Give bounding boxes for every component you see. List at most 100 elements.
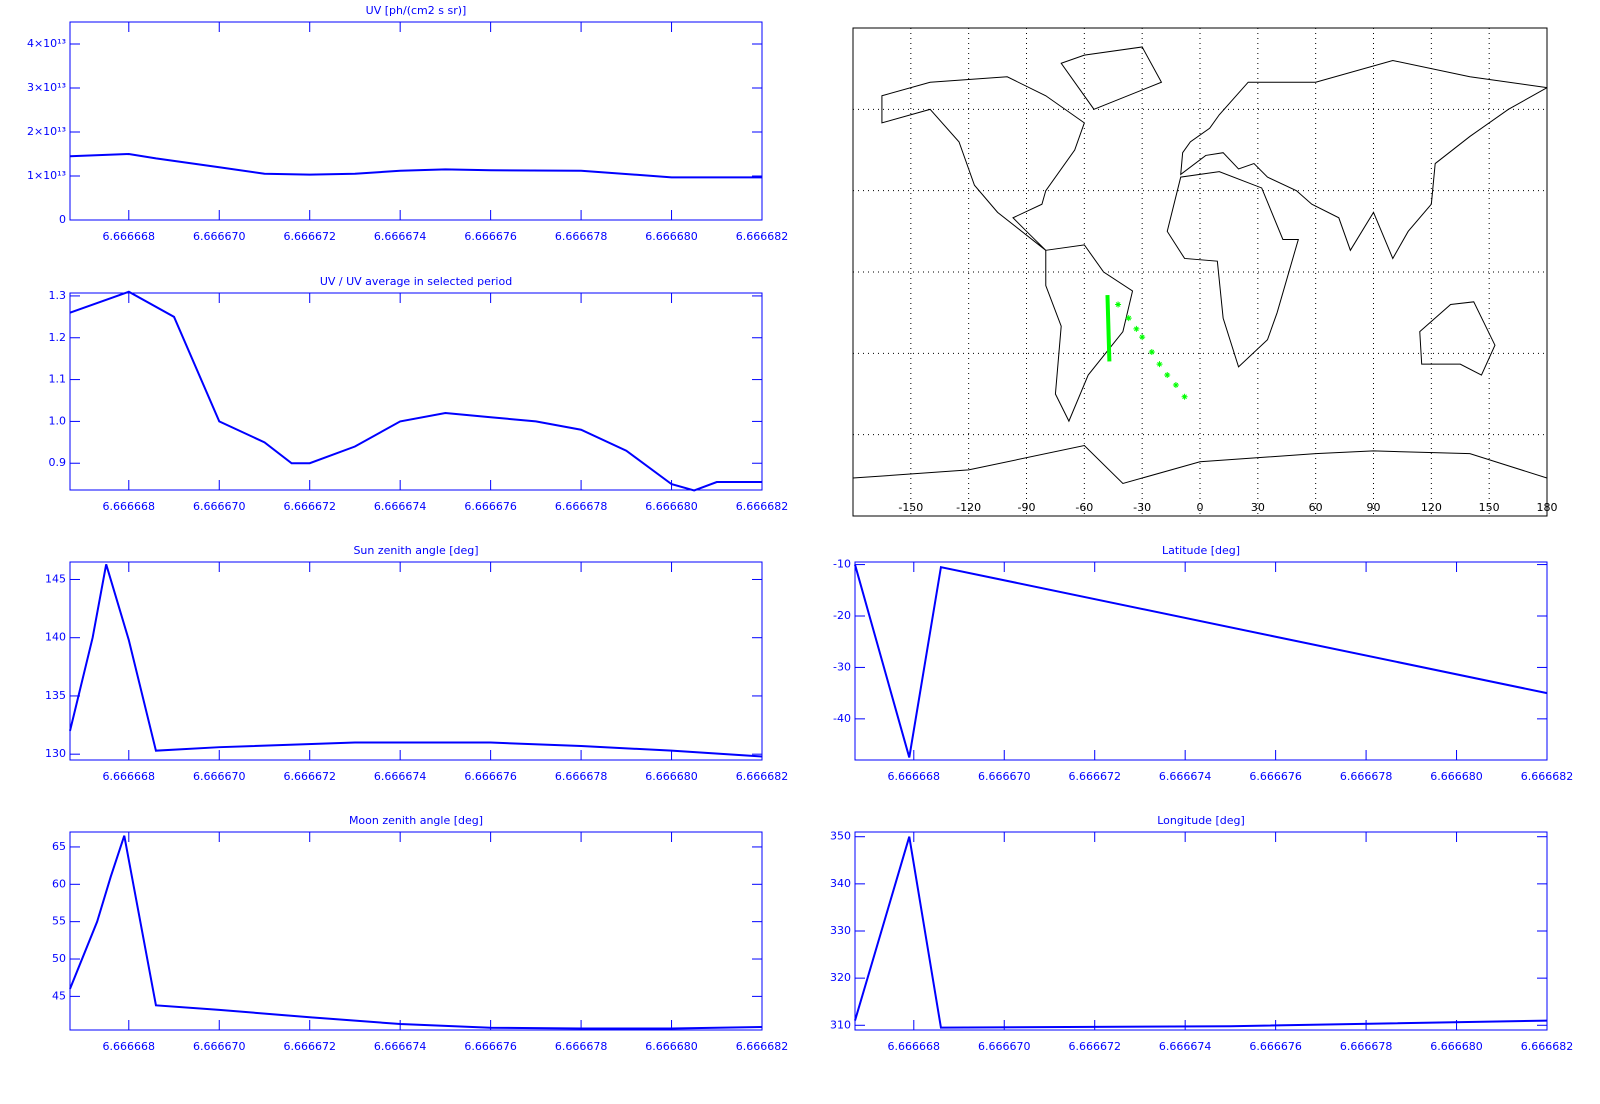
data-line (69, 290, 762, 492)
x-tick-label: 90 (1367, 501, 1381, 514)
x-tick-label: 6.666672 (1068, 770, 1121, 783)
star-point (1172, 382, 1179, 389)
y-tick-label: 1.3 (49, 289, 67, 302)
y-tick-label: 60 (52, 877, 66, 890)
x-tick-label: 150 (1479, 501, 1500, 514)
plot-frame (854, 831, 1548, 1031)
x-tick-label: 6.666678 (555, 770, 608, 783)
y-tick-label: 140 (45, 631, 66, 644)
chart-title: UV [ph/(cm2 s sr)] (366, 4, 467, 17)
y-tick-label: 130 (45, 747, 66, 760)
x-tick-label: 6.666678 (555, 1040, 608, 1053)
x-tick-label: 6.666674 (374, 770, 427, 783)
plot-frame (69, 831, 763, 1031)
x-tick-label: -150 (898, 501, 923, 514)
x-tick-label: 6.666668 (103, 1040, 156, 1053)
x-tick-label: 6.666670 (978, 770, 1031, 783)
coastline (1180, 60, 1547, 260)
y-tick-label: 340 (830, 877, 851, 890)
plot-frame (854, 561, 1548, 761)
x-tick-label: 6.666680 (1430, 1040, 1483, 1053)
data-line (69, 564, 763, 758)
y-tick-label: 65 (52, 840, 66, 853)
x-tick-label: 6.666676 (464, 770, 517, 783)
star-point (1156, 361, 1163, 368)
x-tick-label: 6.666668 (888, 1040, 941, 1053)
plot-frame (69, 21, 763, 221)
star-point (1115, 301, 1122, 308)
y-tick-label: -10 (833, 558, 851, 571)
y-tick-label: 55 (52, 915, 66, 928)
x-tick-label: 6.666668 (103, 500, 156, 513)
y-tick-label: 0.9 (49, 456, 67, 469)
plot-frame (69, 292, 763, 491)
y-tick-label: 145 (45, 572, 66, 585)
x-tick-label: 6.666680 (645, 500, 698, 513)
x-tick-label: 120 (1421, 501, 1442, 514)
x-tick-label: 6.666682 (1521, 770, 1574, 783)
chart-title: Sun zenith angle [deg] (353, 544, 478, 557)
x-tick-label: 6.666676 (464, 500, 517, 513)
x-tick-label: 6.666682 (736, 1040, 789, 1053)
y-tick-label: 45 (52, 989, 66, 1002)
x-tick-label: 6.666680 (645, 1040, 698, 1053)
map-frame (852, 27, 1548, 517)
x-tick-label: 6.666680 (1430, 770, 1483, 783)
x-tick-label: 6.666672 (1068, 1040, 1121, 1053)
x-tick-label: 6.666670 (193, 230, 246, 243)
x-tick-label: 6.666682 (1521, 1040, 1574, 1053)
y-tick-label: 2×10¹³ (27, 125, 66, 138)
x-tick-label: 6.666680 (645, 230, 698, 243)
plot-frame (69, 561, 763, 761)
world-map: -150 -120 -90 -60 -30 0 30 60 90 120 150 180 (852, 27, 1558, 517)
x-tick-label: 6.666682 (736, 770, 789, 783)
x-tick-label: 6.666676 (464, 230, 517, 243)
x-tick-label: 6.666676 (464, 1040, 517, 1053)
chart-title: UV / UV average in selected period (320, 275, 512, 288)
y-tick-label: -40 (833, 712, 851, 725)
x-tick-label: 6.666668 (103, 230, 156, 243)
y-tick-label: 320 (830, 971, 851, 984)
coastline (1060, 46, 1163, 110)
line-chart: UV [ph/(cm2 s sr)] 6.666668 6.666670 6.6666… (27, 4, 788, 243)
x-tick-label: 6.666672 (283, 230, 336, 243)
data-line (69, 835, 763, 1030)
line-chart: Longitude [deg] 6.666668 6.666670 6.666672 6… (830, 814, 1573, 1053)
x-tick-label: 6.666682 (736, 230, 789, 243)
line-chart: Latitude [deg] 6.666668 6.666670 6.666672 6.… (833, 544, 1573, 783)
x-tick-label: 6.666672 (283, 770, 336, 783)
y-tick-label: 1×10¹³ (27, 169, 66, 182)
x-tick-label: 6.666670 (193, 500, 246, 513)
x-tick-label: -30 (1133, 501, 1151, 514)
chart-title: Latitude [deg] (1162, 544, 1240, 557)
y-tick-label: 135 (45, 689, 66, 702)
star-point (1133, 325, 1140, 332)
star-point (1139, 334, 1146, 341)
x-tick-label: 6.666674 (374, 1040, 427, 1053)
coastline (881, 76, 1085, 251)
y-tick-label: 0 (59, 213, 66, 226)
star-point (1164, 372, 1171, 379)
y-tick-label: 350 (830, 830, 851, 843)
x-tick-label: 30 (1251, 501, 1265, 514)
x-tick-label: 6.666678 (1340, 770, 1393, 783)
line-chart: Moon zenith angle [deg] 6.666668 6.666670 6… (52, 814, 788, 1053)
x-tick-label: 6.666674 (374, 500, 427, 513)
x-tick-label: 6.666676 (1249, 1040, 1302, 1053)
y-tick-label: 310 (830, 1018, 851, 1031)
y-tick-label: 330 (830, 924, 851, 937)
x-tick-label: -120 (956, 501, 981, 514)
star-point (1148, 348, 1155, 355)
y-tick-label: 1.2 (49, 331, 67, 344)
track-line (1105, 294, 1112, 362)
x-tick-label: 6.666678 (555, 230, 608, 243)
x-tick-label: 6.666676 (1249, 770, 1302, 783)
x-tick-label: 6.666672 (283, 500, 336, 513)
data-line (854, 836, 1548, 1029)
chart-title: Longitude [deg] (1157, 814, 1245, 827)
x-tick-label: 6.666668 (888, 770, 941, 783)
data-line (854, 564, 1548, 758)
x-tick-label: 6.666682 (736, 500, 789, 513)
line-chart: UV / UV average in selected period 6.6666… (49, 275, 789, 513)
